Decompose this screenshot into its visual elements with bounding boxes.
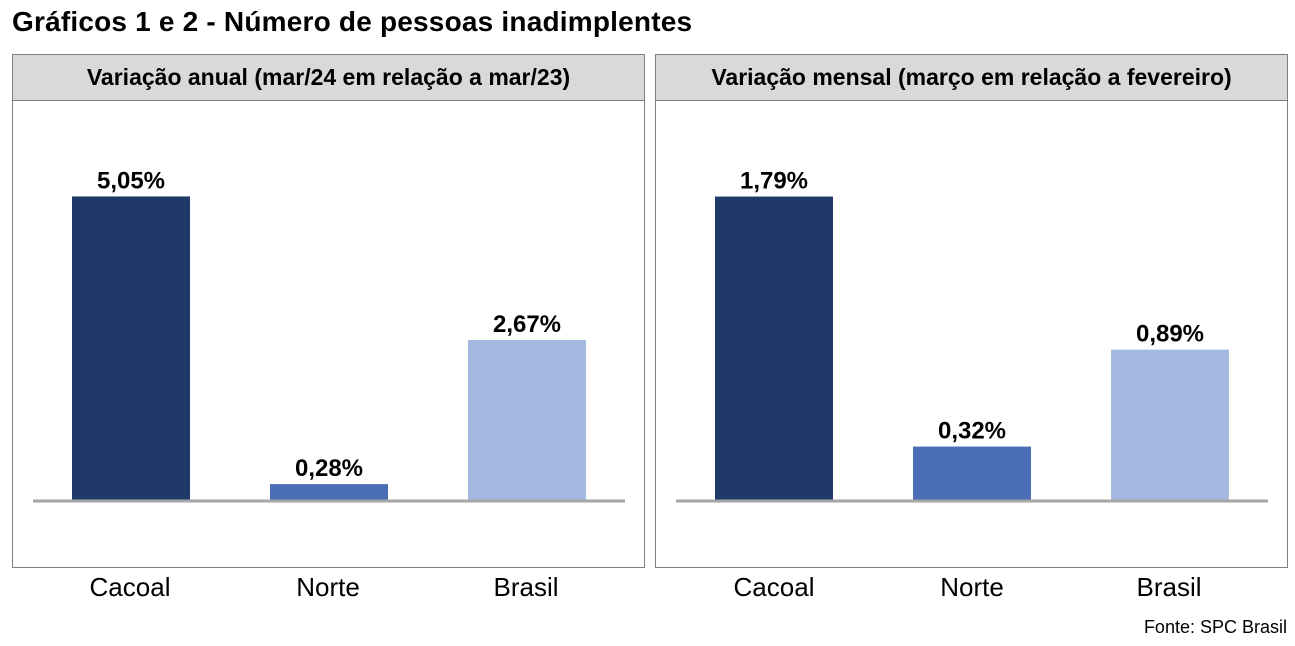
source-note: Fonte: SPC Brasil (1143, 617, 1287, 637)
category-label: Cacoal (89, 572, 171, 602)
data-label: 0,89% (1136, 321, 1204, 348)
bar-chart-annual: 5,05% 0,28% 2,67% (33, 167, 625, 503)
data-label: 5,05% (97, 167, 165, 194)
data-label: 1,79% (740, 168, 808, 195)
page-title: Gráficos 1 e 2 - Número de pessoas inadi… (12, 6, 693, 37)
bar-norte (913, 446, 1031, 501)
bar-cacoal (72, 196, 190, 501)
chart-title-annual: Variação anual (mar/24 em relação a mar/… (13, 55, 644, 101)
bar-norte (270, 484, 388, 501)
category-label: Norte (296, 572, 360, 602)
category-label: Brasil (1136, 572, 1202, 602)
chart-panel-annual: Variação anual (mar/24 em relação a mar/… (12, 54, 645, 568)
data-label: 0,32% (938, 418, 1006, 445)
bar-chart-monthly: 1,79% 0,32% 0,89% (676, 168, 1268, 503)
chart-title-monthly: Variação mensal (março em relação a feve… (656, 55, 1287, 101)
data-label: 2,67% (493, 311, 561, 338)
category-label: Cacoal (733, 572, 815, 602)
bar-brasil (1111, 349, 1229, 501)
category-labels-monthly: Cacoal Norte Brasil (655, 572, 1288, 612)
category-label: Norte (940, 572, 1004, 602)
chart-panel-monthly: Variação mensal (março em relação a feve… (655, 54, 1288, 568)
category-labels-annual: Cacoal Norte Brasil (12, 572, 645, 612)
bar-cacoal (715, 196, 833, 502)
category-label: Brasil (493, 572, 559, 602)
bar-brasil (468, 339, 586, 501)
data-label: 0,28% (295, 455, 363, 482)
